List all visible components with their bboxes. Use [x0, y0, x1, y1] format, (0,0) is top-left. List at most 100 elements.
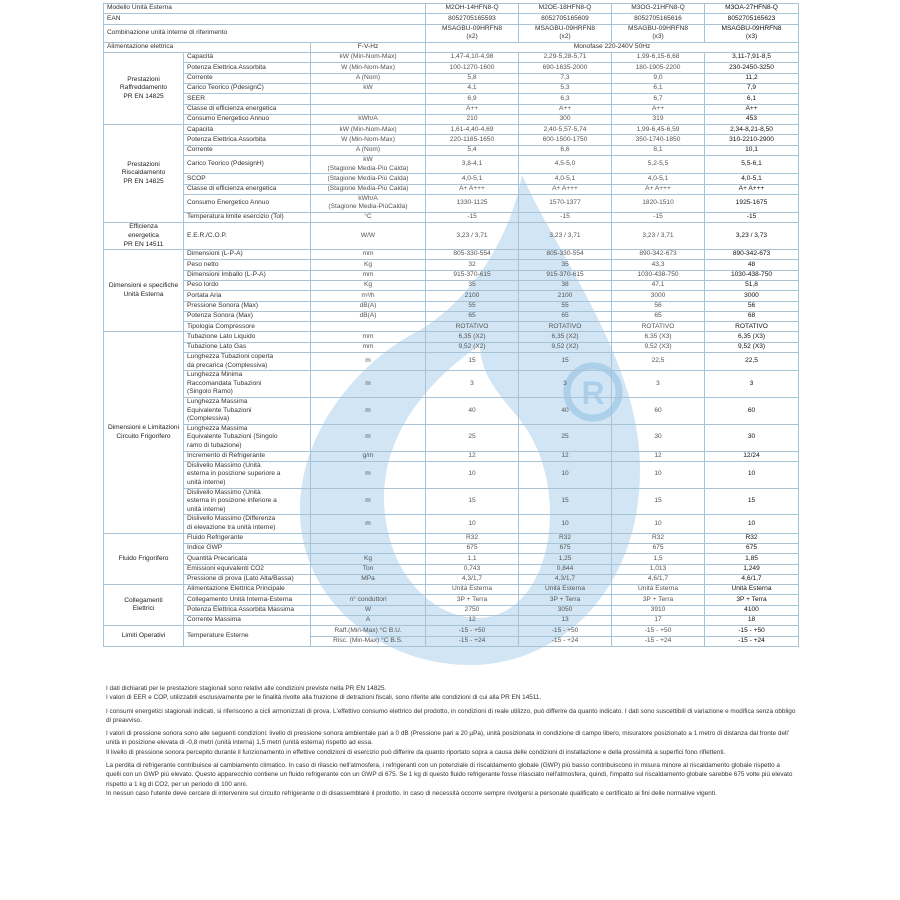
spec-value: R32 — [704, 532, 800, 544]
ean-row: EAN 8052705165593 8052705165609 80527051656… — [102, 13, 800, 25]
spec-value: 38 — [518, 279, 613, 292]
spec-value: 230-2450-3250 — [704, 62, 800, 74]
spec-value: 3 — [425, 370, 520, 399]
spec-value: 600-1500-1750 — [518, 134, 613, 146]
spec-value: A++ — [518, 103, 613, 115]
spec-value: 68 — [704, 310, 800, 323]
spec-value: 10 — [611, 514, 706, 534]
spec-value: 1,249 — [704, 563, 800, 575]
spec-value: 12/24 — [704, 450, 800, 462]
spec-row: Dislivello Massimo (Unità esterna in pos… — [104, 460, 800, 489]
spec-value: 300 — [518, 113, 613, 126]
unit-label: n° conduttori — [309, 594, 427, 606]
power-value: Monofase 220-240V 50Hz — [425, 41, 800, 54]
spec-value: 55 — [518, 300, 613, 312]
indoor-combo: MSAGBU-09HRFN8 (x2) — [518, 23, 613, 43]
unit-label — [309, 321, 427, 333]
unit-label: mm — [309, 269, 427, 281]
spec-value: R32 — [518, 532, 613, 544]
spec-row: Dislivello Massimo (Differenza di elevaz… — [104, 514, 800, 534]
spec-value: 2100 — [425, 290, 520, 302]
spec-value: 4,1 — [425, 82, 520, 95]
spec-value: 1820-1510 — [611, 193, 706, 214]
param-label: Indice GWP — [183, 542, 311, 555]
spec-value: 1,99-6,15-6,68 — [611, 52, 706, 64]
param-label: Lunghezza Tubazioni coperta da precarica… — [183, 352, 311, 372]
spec-row: Tipologia Compressore ROTATIVO ROTATIVO ROT… — [104, 321, 800, 333]
unit-label — [309, 93, 427, 105]
param-label: Dimensioni (L-P-A) — [183, 249, 311, 261]
spec-value: 1,1 — [425, 553, 520, 565]
spec-value: 9,0 — [611, 72, 706, 84]
section-group-label: Dimensioni e Limitazioni Circuito Frigor… — [103, 331, 184, 534]
spec-value: 180-1905-2200 — [611, 62, 706, 74]
unit-label: kW (Min-Nom-Max) — [309, 52, 427, 64]
unit-label: kW (Stagione Media-Più Calda) — [309, 155, 427, 175]
unit-label: MPa — [309, 573, 427, 586]
spec-row: Dimensioni e Limitazioni Circuito Frigor… — [103, 331, 800, 534]
param-label: Dislivello Massimo (Unità esterna in pos… — [183, 487, 311, 516]
unit-label: Kg — [309, 259, 427, 271]
spec-row: Dimensioni Imballo (L-P-A) mm 915-370-615 9… — [104, 269, 800, 281]
unit-label: m³/h — [309, 290, 427, 302]
param-label: Peso lordo — [183, 279, 311, 292]
spec-value: A+ A+++ — [611, 183, 706, 195]
spec-value: ROTATIVO — [518, 321, 613, 333]
spec-value: 5,5-6,1 — [704, 155, 800, 175]
param-label: Emissioni equivalenti CO2 — [183, 563, 311, 575]
spec-value: 22,5 — [704, 352, 800, 372]
spec-value: R32 — [611, 532, 706, 544]
power-row: Alimentazione elettrica F-V-Hz Monofase 22… — [103, 41, 800, 54]
spec-value: 1,47-4,10-4,98 — [425, 52, 520, 64]
spec-value: 30 — [704, 423, 800, 452]
spec-value: 1,85 — [704, 553, 800, 565]
spec-table: Modello Unità Esterna M2OH-14HFN8-Q M2OE-1… — [102, 2, 800, 647]
spec-row: Prestazioni Raffreddamento PR EN 14825 Ca… — [103, 52, 800, 126]
param-label: SEER — [183, 93, 311, 105]
unit-label — [309, 584, 427, 596]
spec-value: A+ A+++ — [518, 183, 613, 195]
unit-label: °C — [309, 212, 427, 224]
spec-value: 6,35 (X3) — [611, 331, 706, 343]
spec-value: 675 — [704, 542, 800, 555]
spec-value: 6,1 — [704, 93, 800, 105]
spec-value: 3,23 / 3,73 — [704, 222, 800, 251]
unit-label: kWh/A — [309, 113, 427, 126]
section-group-label: Prestazioni Raffreddamento PR EN 14825 — [103, 52, 184, 126]
spec-value: A+ A+++ — [425, 183, 520, 195]
param-label: Fluido Refrigerante — [183, 532, 311, 544]
spec-value: 5,8 — [425, 72, 520, 84]
spec-value: 15 — [611, 487, 706, 516]
param-label: Classe di efficienza energetica — [183, 183, 311, 195]
spec-value: 15 — [425, 487, 520, 516]
unit-label — [309, 542, 427, 555]
spec-value: 9,52 (X3) — [704, 341, 800, 354]
unit-label: W/W — [309, 222, 427, 251]
spec-row: Consumo Energetico Annuo kWh/A (Stagione … — [104, 193, 800, 214]
param-label: Corrente — [183, 144, 311, 157]
indoor-combo: MSAGBU-09HRFN8 (x2) — [425, 23, 520, 43]
spec-value: 3050 — [518, 604, 613, 617]
spec-value: 6,1 — [611, 82, 706, 95]
spec-row: Collegamento Unità Interna-Esterna n° con… — [104, 594, 800, 606]
spec-row: Indice GWP 675 675 675 675 — [104, 542, 800, 555]
spec-row: SCOP (Stagione Media-Più Calda) 4,0-5,1 4,0… — [104, 173, 800, 185]
spec-value: ROTATIVO — [425, 321, 520, 333]
spec-value: 22,5 — [611, 352, 706, 372]
ean-code: 8052705165609 — [518, 13, 613, 25]
ean-code: 8052705165593 — [425, 13, 520, 25]
ean-code: 8052705165616 — [611, 13, 706, 25]
param-label: Lunghezza Minima Raccomandata Tubazioni … — [183, 370, 311, 399]
spec-row: Portata Aria m³/h 2100 2100 3000 3000 — [104, 290, 800, 302]
spec-value: 9,52 (X3) — [611, 341, 706, 354]
unit-label: m — [309, 460, 427, 489]
unit-label: W (Min-Nom-Max) — [309, 62, 427, 74]
spec-value: 4,0-5,1 — [518, 173, 613, 185]
indoor-combo: MSAGBU-09HRFN8 (x3) — [704, 23, 800, 43]
unit-label: (Stagione Media-Più Calda) — [309, 183, 427, 195]
spec-value: 12 — [611, 450, 706, 462]
spec-value: 10 — [704, 460, 800, 489]
spec-row: Collegamenti Elettrici Alimentazione Elet… — [103, 584, 800, 627]
spec-row: Efficienza energetica PR EN 14511 E.E.R./… — [103, 222, 800, 251]
spec-value: 4,5-5,0 — [518, 155, 613, 175]
